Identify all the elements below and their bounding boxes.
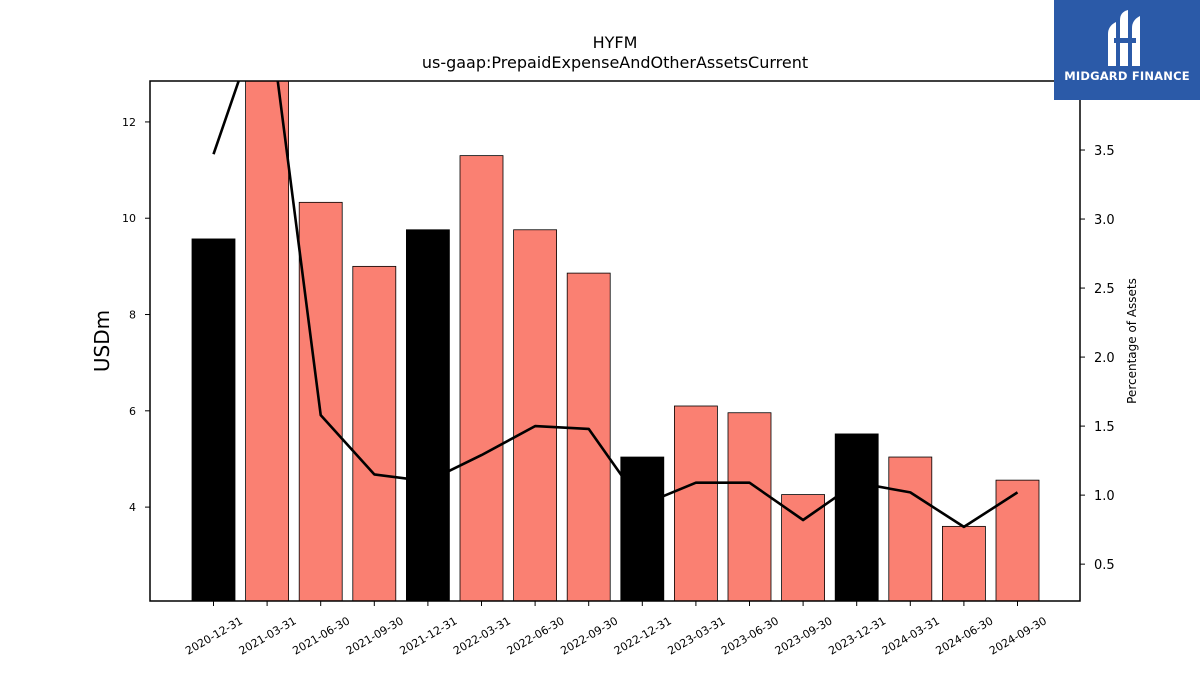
right-tick-label: 2.0 (1094, 351, 1115, 366)
bar-2022-06-30 (513, 229, 557, 601)
chart-title: HYFM (593, 33, 638, 52)
bar-2023-12-31 (834, 433, 879, 601)
chart-subtitle: us-gaap:PrepaidExpenseAndOtherAssetsCurr… (422, 53, 808, 72)
x-tick-label: 2022-06-30 (505, 614, 567, 657)
x-tick-label: 2023-09-30 (773, 614, 835, 657)
left-tick-label: 10 (122, 212, 136, 225)
right-tick-label: 3.0 (1094, 213, 1115, 228)
midgard-finance-logo: MIDGARD FINANCE (1054, 0, 1200, 100)
bar-2021-12-31 (405, 229, 450, 601)
right-tick-label: 1.5 (1094, 420, 1115, 435)
bar-2022-09-30 (566, 272, 611, 601)
bar-2024-09-30 (995, 479, 1040, 601)
left-axis: 4 6 8 10 12 (122, 116, 150, 514)
x-tick-label: 2021-06-30 (290, 614, 352, 657)
right-tick-label: 0.5 (1094, 558, 1115, 573)
line-group (212, 81, 1019, 529)
bar-2021-06-30 (298, 201, 343, 601)
logo-text: MIDGARD FINANCE (1064, 69, 1190, 83)
logo-mark-icon (1108, 10, 1140, 66)
x-tick-label: 2024-03-31 (880, 614, 942, 657)
x-tick-label: 2021-12-31 (398, 614, 460, 657)
right-axis: 0.5 1.0 1.5 2.0 2.5 3.0 3.5 (1080, 144, 1115, 573)
bar-2021-09-30 (352, 265, 397, 601)
bar-2024-06-30 (942, 525, 986, 601)
bar-2021-03-31 (245, 81, 290, 601)
x-axis: 2020-12-312021-03-312021-06-302021-09-30… (183, 601, 1049, 658)
x-tick-label: 2021-09-30 (344, 614, 406, 657)
x-tick-label: 2022-09-30 (558, 614, 620, 657)
x-tick-label: 2024-06-30 (934, 614, 996, 657)
bars-group (191, 81, 1040, 601)
left-tick-label: 8 (129, 309, 136, 322)
bar-2022-03-31 (459, 155, 504, 601)
x-tick-label: 2022-12-31 (612, 614, 674, 657)
right-axis-label: Percentage of Assets (1125, 278, 1139, 404)
right-tick-label: 3.5 (1094, 144, 1115, 159)
bar-2024-03-31 (888, 456, 933, 601)
y-axis-label: USDm (90, 310, 114, 372)
right-tick-label: 1.0 (1094, 489, 1115, 504)
x-tick-label: 2023-03-31 (666, 614, 728, 657)
x-tick-label: 2024-09-30 (987, 614, 1049, 657)
left-tick-label: 12 (122, 116, 136, 129)
bar-2020-12-31 (191, 238, 236, 601)
bar-2023-06-30 (727, 412, 772, 601)
x-tick-label: 2023-12-31 (826, 614, 888, 657)
x-tick-label: 2023-06-30 (719, 614, 781, 657)
left-tick-label: 6 (129, 405, 136, 418)
x-tick-label: 2020-12-31 (183, 614, 245, 657)
bar-2023-03-31 (674, 405, 718, 601)
percentage-line (212, 81, 1019, 529)
left-tick-label: 4 (129, 501, 136, 514)
right-tick-label: 2.5 (1094, 282, 1115, 297)
plot-frame (149, 80, 1081, 602)
x-tick-label: 2021-03-31 (237, 614, 299, 657)
bar-2023-09-30 (781, 494, 825, 601)
x-tick-label: 2022-03-31 (451, 614, 513, 657)
bar-2022-12-31 (620, 456, 665, 601)
